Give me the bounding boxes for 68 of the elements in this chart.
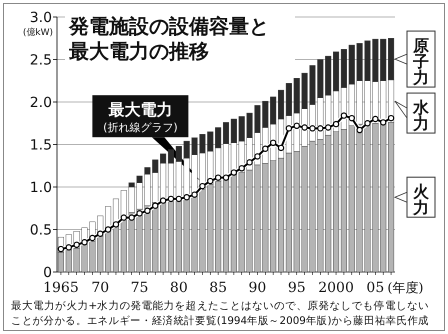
point (97, 230, 104, 237)
x-tick-label: 05 (366, 280, 384, 296)
point (58, 246, 64, 252)
point (230, 169, 238, 176)
y-axis-title: (億kW) (22, 27, 53, 38)
x-axis-title: (年度) (387, 280, 424, 296)
point (136, 210, 143, 217)
text: 発電施設の設備容量と最大電力の推移 (68, 14, 269, 63)
annotation: (折れ線グラフ) (103, 121, 178, 134)
point (66, 244, 72, 251)
x-tick-label: 70 (91, 280, 110, 296)
point (168, 196, 174, 202)
point (89, 234, 96, 242)
legend-label: 火力 (412, 182, 430, 218)
point (152, 202, 158, 209)
x-tick-label: 75 (130, 280, 148, 296)
point (332, 120, 340, 128)
point (340, 112, 348, 119)
point (81, 239, 88, 246)
point (324, 124, 332, 131)
point (372, 116, 379, 122)
point (222, 174, 230, 181)
point (214, 174, 222, 181)
x-tick-label: 95 (288, 280, 306, 296)
point (388, 114, 394, 122)
point (160, 197, 166, 204)
y-tick-label: 1.5 (30, 138, 52, 154)
point (348, 114, 355, 122)
x-tick-label: 90 (248, 280, 266, 296)
point (356, 126, 363, 134)
point (176, 196, 182, 202)
x-tick-label: 85 (209, 280, 228, 296)
point (184, 194, 190, 200)
point (270, 140, 276, 146)
point (380, 119, 386, 126)
point (294, 122, 300, 129)
y-tick-label: 1.0 (30, 180, 52, 196)
point (238, 165, 245, 172)
point (120, 214, 128, 221)
point (128, 214, 135, 221)
legend-label: 原子力 (412, 36, 429, 88)
point (112, 221, 120, 228)
y-tick-label: 0.5 (30, 222, 52, 238)
point (199, 182, 206, 190)
y-tick-label: 0 (43, 265, 52, 281)
y-tick-label: 2.5 (30, 52, 52, 68)
point (207, 178, 214, 184)
point (104, 226, 112, 233)
point (254, 153, 261, 160)
point (73, 242, 80, 248)
point (309, 125, 316, 132)
point (262, 146, 268, 152)
point (191, 191, 198, 198)
x-tick-label: 80 (170, 280, 188, 296)
point (246, 159, 253, 166)
y-tick-label: 2.0 (30, 95, 52, 111)
x-tick-label: 1965 (43, 280, 79, 296)
y-tick-label: 3.0 (30, 10, 52, 26)
point (278, 144, 284, 152)
x-tick-label: 2000 (318, 280, 354, 296)
point (317, 125, 324, 132)
point (301, 124, 308, 131)
point (364, 120, 371, 126)
text: 最大電力が火力+水力の発電能力を超えたことはないので、原発なしでも停電しないことが分かる。エネルギー・経済統計要覧(1994年版～2009年版)から藤田祐幸氏作成 (11, 299, 436, 327)
point (286, 125, 292, 132)
point (144, 208, 151, 214)
text: 最大電力 (107, 100, 172, 120)
legend-label: 水力 (412, 98, 430, 134)
